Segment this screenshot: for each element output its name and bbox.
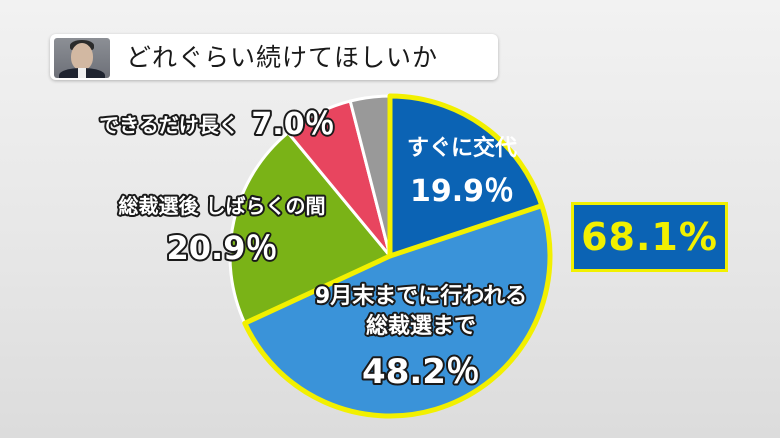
portrait-face — [71, 43, 93, 70]
highlight-outline — [242, 93, 553, 419]
portrait-shirt — [78, 68, 86, 78]
chart-title: どれぐらい続けてほしいか — [126, 43, 439, 72]
title-banner — [50, 34, 498, 80]
pie-slice-3 — [228, 131, 392, 325]
highlight-divider — [389, 203, 543, 259]
slice-label-2-line-2: 総裁選まで — [366, 313, 476, 339]
slice-label-1: すぐに交代 — [407, 135, 517, 161]
slice-value-3: 20.9％ — [167, 229, 278, 267]
slice-value-1: 19.9％ — [410, 174, 514, 209]
slice-label-2-line-1: 9月末までに行われる — [315, 283, 527, 309]
slice-label-3: 総裁選後 しばらくの間 — [119, 194, 326, 218]
slice-label-4: できるだけ長く — [99, 113, 239, 137]
combined-percentage-badge: 68.1% — [571, 202, 728, 272]
slice-value-4: 7.0％ — [251, 107, 334, 142]
speaker-portrait — [54, 38, 110, 78]
slice-value-2: 48.2％ — [362, 352, 480, 392]
